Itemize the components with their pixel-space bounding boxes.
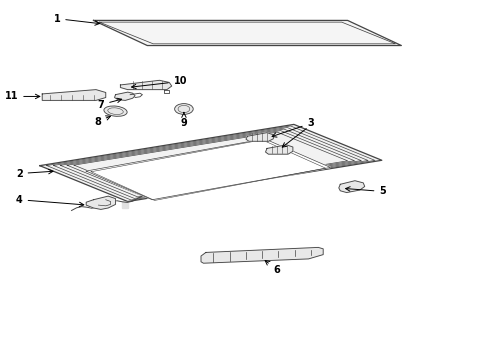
Ellipse shape [104, 106, 127, 116]
Polygon shape [266, 145, 293, 154]
Text: 9: 9 [180, 113, 187, 128]
Text: 2: 2 [16, 168, 53, 179]
Polygon shape [115, 92, 135, 100]
Polygon shape [94, 21, 401, 45]
Text: 10: 10 [132, 76, 187, 89]
Polygon shape [246, 133, 273, 141]
Text: 3: 3 [272, 118, 315, 137]
Text: 4: 4 [16, 195, 84, 207]
Polygon shape [121, 80, 172, 90]
Text: 8: 8 [94, 116, 110, 127]
Polygon shape [40, 125, 382, 202]
Polygon shape [42, 90, 106, 100]
Text: 1: 1 [53, 14, 99, 25]
Polygon shape [339, 181, 365, 193]
Ellipse shape [174, 104, 193, 114]
Text: 11: 11 [5, 91, 40, 102]
Polygon shape [201, 247, 323, 263]
Polygon shape [86, 196, 116, 210]
Polygon shape [86, 139, 331, 200]
Text: 7: 7 [98, 98, 122, 110]
Polygon shape [122, 202, 128, 208]
Text: 5: 5 [345, 186, 386, 197]
Text: 6: 6 [265, 261, 280, 275]
